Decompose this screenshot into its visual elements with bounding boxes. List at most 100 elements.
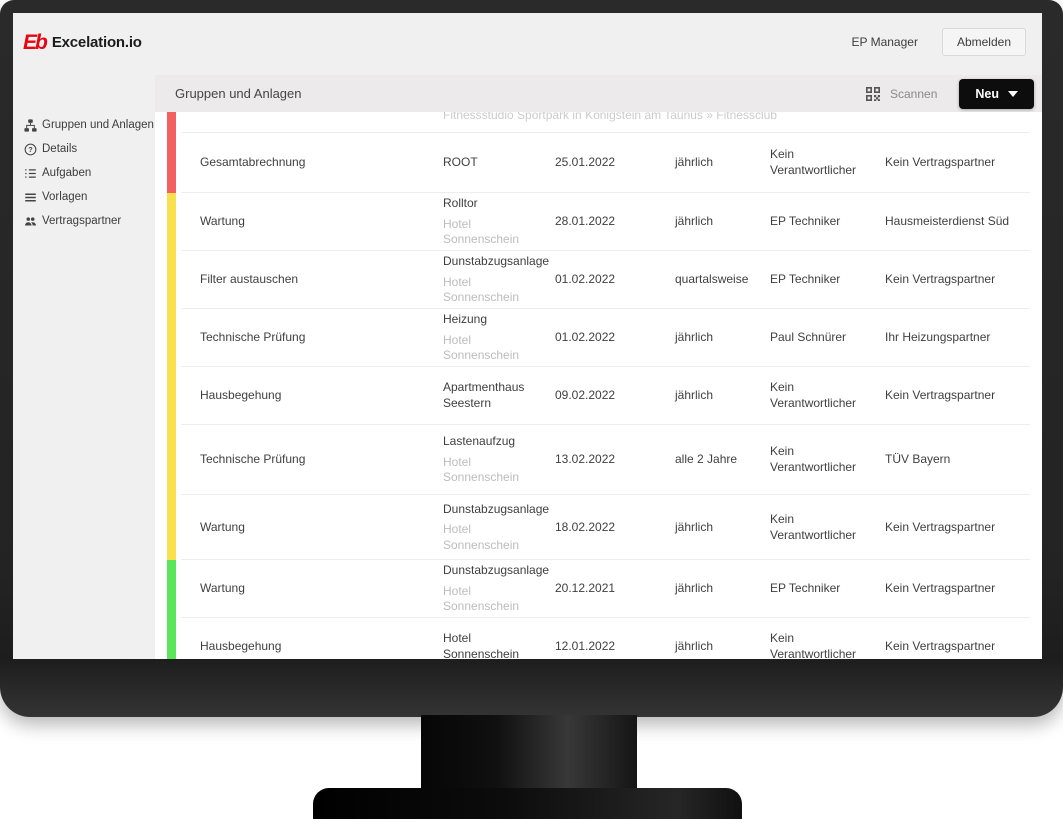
responsible-cell: EP Techniker xyxy=(770,272,841,287)
task-cell: Gesamtabrechnung xyxy=(200,155,306,170)
partial-row[interactable]: Fitnessstudio Sportpark in Königstein am… xyxy=(155,112,1042,133)
date-cell: 20.12.2021 xyxy=(555,581,616,596)
date-cell: 01.02.2022 xyxy=(555,330,616,345)
task-cell: Technische Prüfung xyxy=(200,452,306,467)
app-screen: Eb Excelation.io EP Manager Abmelden Gru… xyxy=(13,13,1042,659)
top-bar: Eb Excelation.io EP Manager Abmelden xyxy=(13,13,1042,71)
logo-icon: Eb xyxy=(23,30,48,54)
object-cell: Apartmenthaus Seestern xyxy=(443,380,549,411)
status-strip xyxy=(167,193,176,251)
chevron-down-icon xyxy=(1008,90,1018,97)
sidebar-item-label: Details xyxy=(42,143,78,155)
scan-button[interactable]: Scannen xyxy=(864,85,937,103)
user-role-label: EP Manager xyxy=(851,35,918,49)
monitor-stand-base xyxy=(313,788,742,819)
svg-text:?: ? xyxy=(28,145,33,154)
partner-cell: Kein Vertragspartner xyxy=(885,388,996,403)
question-circle-icon: ? xyxy=(24,143,37,155)
table-row[interactable]: Gesamtabrechnung ROOT 25.01.2022 jährlic… xyxy=(155,133,1042,193)
task-rows: Gesamtabrechnung ROOT 25.01.2022 jährlic… xyxy=(155,133,1042,659)
object-name: Dunstabzugsanlage xyxy=(443,254,550,269)
status-strip xyxy=(167,251,176,309)
date-cell: 18.02.2022 xyxy=(555,519,616,534)
task-cell: Wartung xyxy=(200,519,245,534)
date-cell: 09.02.2022 xyxy=(555,388,616,403)
task-list-icon xyxy=(25,168,36,178)
monitor-stand-neck xyxy=(421,715,637,791)
object-sub-label: Hotel Sonnenschein xyxy=(443,216,520,247)
table-row[interactable]: Hausbegehung Apartmenthaus Seestern 09.0… xyxy=(155,367,1042,425)
object-name: Apartmenthaus Seestern xyxy=(443,380,525,410)
sitemap-icon xyxy=(24,118,37,132)
object-cell: ROOT xyxy=(443,155,549,171)
date-cell: 28.01.2022 xyxy=(555,214,616,229)
task-cell: Filter austauschen xyxy=(200,272,299,287)
status-strip xyxy=(167,618,176,659)
table-row[interactable]: Filter austauschen Dunstabzugsanlage Hot… xyxy=(155,251,1042,309)
object-cell: Dunstabzugsanlage Hotel Sonnenschein xyxy=(443,254,549,306)
status-strip xyxy=(167,133,176,193)
status-strip xyxy=(167,425,176,495)
object-cell: Heizung Hotel Sonnenschein xyxy=(443,312,549,364)
object-name: Heizung xyxy=(443,312,488,327)
interval-cell: jährlich xyxy=(675,519,714,534)
date-cell: 01.02.2022 xyxy=(555,272,616,287)
brand-logo[interactable]: Eb Excelation.io xyxy=(23,32,142,53)
new-button[interactable]: Neu xyxy=(959,78,1034,109)
object-name: ROOT xyxy=(443,155,478,170)
sidebar-item-vorlagen[interactable]: Vorlagen xyxy=(13,185,155,209)
task-cell: Hausbegehung xyxy=(200,388,282,403)
object-sub-label: Hotel Sonnenschein xyxy=(443,522,520,552)
table-row[interactable]: Wartung Rolltor Hotel Sonnenschein 28.01… xyxy=(155,193,1042,251)
sidebar-item-label: Vorlagen xyxy=(42,191,88,203)
task-cell: Technische Prüfung xyxy=(200,330,306,345)
sidebar-item-gruppen-und-anlagen[interactable]: Gruppen und Anlagen xyxy=(13,113,155,137)
object-name: Hotel Sonnenschein xyxy=(443,631,520,659)
interval-cell: jährlich xyxy=(675,581,714,596)
logout-button[interactable]: Abmelden xyxy=(941,28,1026,56)
qr-code-icon xyxy=(866,86,880,101)
object-cell: Lastenaufzug Hotel Sonnenschein xyxy=(443,434,549,486)
responsible-cell: Paul Schnürer xyxy=(770,330,847,345)
responsible-cell: Kein Verantwortlicher xyxy=(770,511,857,542)
sidebar: Gruppen und Anlagen ? Details Aufgaben V… xyxy=(13,71,155,659)
sidebar-item-label: Gruppen und Anlagen xyxy=(42,119,154,131)
status-strip xyxy=(167,367,176,425)
task-cell: Wartung xyxy=(200,581,245,596)
task-cell: Hausbegehung xyxy=(200,639,282,654)
interval-cell: jährlich xyxy=(675,639,714,654)
interval-cell: jährlich xyxy=(675,388,714,403)
date-cell: 25.01.2022 xyxy=(555,155,616,170)
sidebar-item-aufgaben[interactable]: Aufgaben xyxy=(13,161,155,185)
sidebar-item-details[interactable]: ? Details xyxy=(13,137,155,161)
interval-cell: alle 2 Jahre xyxy=(675,452,738,467)
responsible-cell: Kein Verantwortlicher xyxy=(770,444,857,474)
status-strip xyxy=(167,560,176,618)
table-row[interactable]: Technische Prüfung Heizung Hotel Sonnens… xyxy=(155,309,1042,367)
main-content: Gruppen und Anlagen Scannen Neu Fitnesss… xyxy=(155,71,1042,659)
table-row[interactable]: Wartung Dunstabzugsanlage Hotel Sonnensc… xyxy=(155,560,1042,618)
partner-cell: Kein Vertragspartner xyxy=(885,155,996,170)
object-name: Dunstabzugsanlage xyxy=(443,501,550,516)
sidebar-item-vertragspartner[interactable]: Vertragspartner xyxy=(13,209,155,233)
people-icon xyxy=(24,216,37,225)
table-row[interactable]: Hausbegehung Hotel Sonnenschein 12.01.20… xyxy=(155,618,1042,659)
object-cell: Hotel Sonnenschein xyxy=(443,631,549,659)
table-row[interactable]: Wartung Dunstabzugsanlage Hotel Sonnensc… xyxy=(155,495,1042,560)
partner-cell: TÜV Bayern xyxy=(885,452,951,467)
page-header: Gruppen und Anlagen Scannen Neu xyxy=(155,75,1042,112)
object-cell: Dunstabzugsanlage Hotel Sonnenschein xyxy=(443,563,549,615)
partner-cell: Kein Vertragspartner xyxy=(885,519,996,534)
interval-cell: jährlich xyxy=(675,214,714,229)
status-strip xyxy=(167,309,176,367)
date-cell: 13.02.2022 xyxy=(555,452,616,467)
sidebar-item-label: Aufgaben xyxy=(42,167,92,179)
brand-name: Excelation.io xyxy=(51,33,142,51)
responsible-cell: Kein Verantwortlicher xyxy=(770,631,857,659)
status-strip xyxy=(167,112,176,133)
responsible-cell: EP Techniker xyxy=(770,581,841,596)
page-title: Gruppen und Anlagen xyxy=(175,86,302,101)
table-row[interactable]: Technische Prüfung Lastenaufzug Hotel So… xyxy=(155,425,1042,495)
object-name: Dunstabzugsanlage xyxy=(443,563,550,578)
